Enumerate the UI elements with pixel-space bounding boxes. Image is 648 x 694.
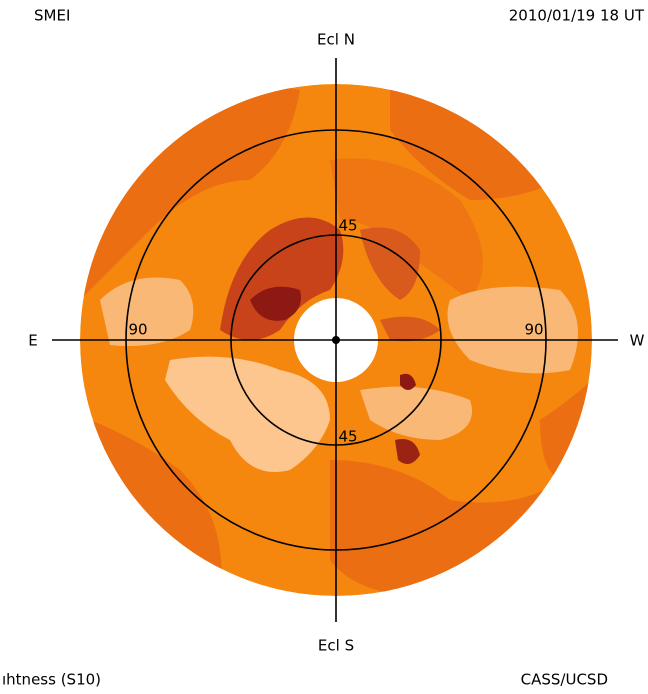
- footer-left: ıhtness (S10): [2, 671, 101, 689]
- instrument-label: SMEI: [34, 7, 70, 25]
- sky-map: [80, 84, 592, 596]
- ring-label: 90: [128, 321, 147, 339]
- timestamp: 2010/01/19 18 UT: [509, 7, 645, 25]
- ring-label: 90: [524, 321, 543, 339]
- west-label: W: [630, 332, 645, 350]
- footer-right: CASS/UCSD: [521, 671, 608, 689]
- south-label: Ecl S: [318, 637, 354, 655]
- center-dot: [332, 336, 340, 344]
- ring-label: 45: [338, 217, 357, 235]
- ring-label: 45: [338, 428, 357, 446]
- east-label: E: [28, 332, 37, 350]
- north-label: Ecl N: [317, 31, 355, 49]
